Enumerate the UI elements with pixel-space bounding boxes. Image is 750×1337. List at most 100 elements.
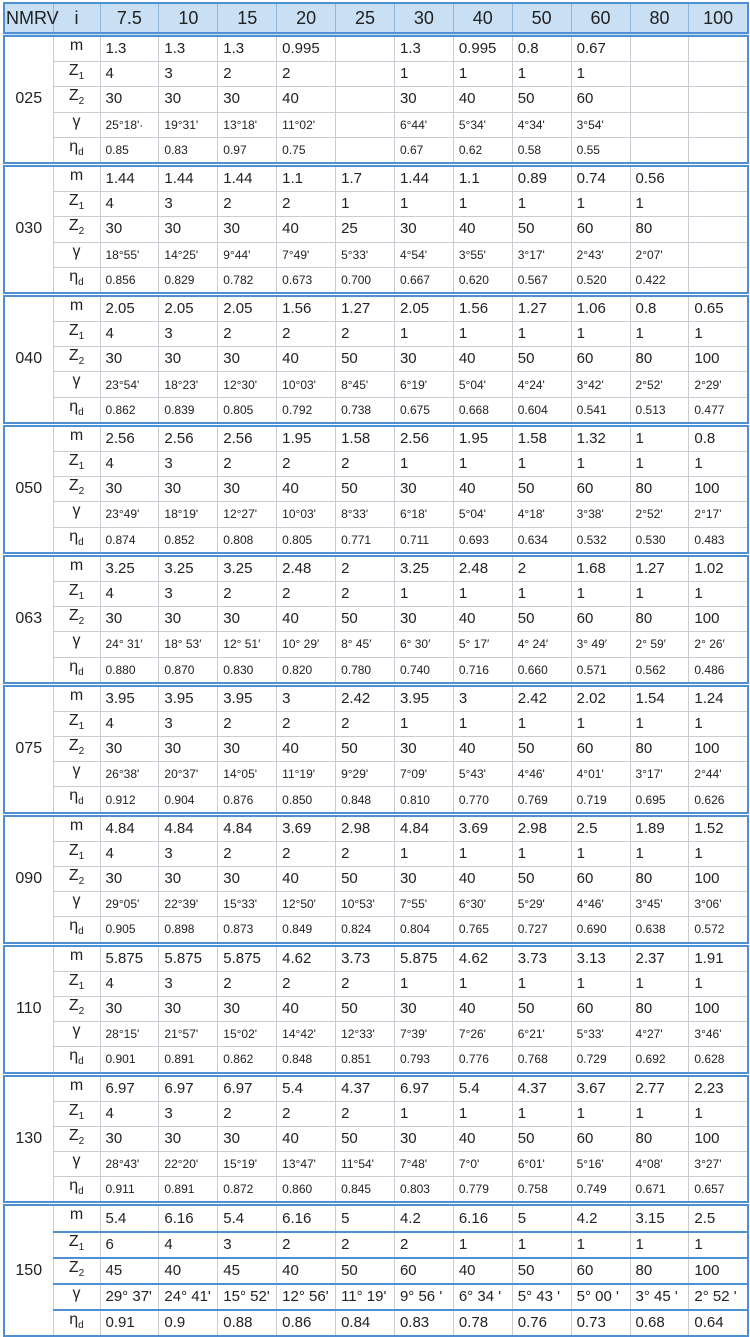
cell-value: 60 <box>570 995 631 1023</box>
row-label-subscript: 2 <box>78 226 85 238</box>
cell-value: 3.95 <box>99 681 160 712</box>
cell-value: 0.56 <box>629 161 690 193</box>
cell-value: 0.770 <box>452 786 513 815</box>
cell-value: 6 <box>99 1230 160 1259</box>
cell-value: 2.56 <box>393 421 454 453</box>
cell-value: 5°04' <box>452 501 513 528</box>
row-label-symbol: η <box>69 657 79 675</box>
z2-row: Z2 45 40 45 40 50 60 40 50 60 80 100 <box>4 1256 749 1285</box>
cell-value: 0.693 <box>452 526 513 555</box>
cell-value: 30 <box>217 606 278 633</box>
row-label-symbol: γ <box>72 632 81 650</box>
row-label-subscript: d <box>78 536 84 548</box>
cell-value: 2 <box>276 61 337 88</box>
row-label: ηd <box>52 526 101 555</box>
row-label: m <box>52 941 101 972</box>
row-label-subscript: d <box>78 926 84 938</box>
cell-value: 0.845 <box>335 1176 395 1205</box>
header-ratio-value: 50 <box>511 2 572 35</box>
row-label-symbol: Z <box>68 477 79 495</box>
cell-value: 1 <box>570 450 631 478</box>
cell-value: 2 <box>335 450 395 478</box>
cell-value: 1 <box>688 580 749 608</box>
cell-value: 0.520 <box>570 266 631 295</box>
header-ratio-value: 100 <box>688 2 749 35</box>
cell-value: 40 <box>452 346 513 373</box>
cell-value: 0.567 <box>511 266 572 295</box>
row-label: ηd <box>52 1309 101 1337</box>
cell-value: 3 <box>158 1100 219 1127</box>
cell-value: 0.911 <box>99 1176 160 1205</box>
cell-value: 0.872 <box>217 1176 278 1205</box>
row-label: Z2 <box>52 346 101 373</box>
lead-angle-row: γ 29° 37' 24° 41' 15° 52' 12° 56' 11° 19' 9° 5… <box>4 1282 749 1311</box>
cell-value: 40 <box>276 606 337 633</box>
row-label-symbol: η <box>69 527 79 545</box>
cell-value: 6°18' <box>393 501 454 528</box>
cell-value: 1.32 <box>570 421 631 453</box>
cell-value: 5°16' <box>570 1151 631 1178</box>
header-ratio-value: 25 <box>335 2 395 35</box>
cell-value: 2.42 <box>511 681 572 712</box>
cell-value: 60 <box>570 346 631 373</box>
cell-value: 0.839 <box>158 396 219 425</box>
cell-value: 3.73 <box>511 941 572 972</box>
cell-value: 1 <box>688 450 749 478</box>
cell-value: 2 <box>217 450 278 478</box>
cell-value: 5.4 <box>99 1201 160 1233</box>
cell-value: 3 <box>158 321 219 348</box>
module-row: 075 m 3.95 3.95 3.95 3 2.42 3.95 3 2.42 2.02 1.54 1.… <box>3 681 749 815</box>
cell-value: 45 <box>99 1256 160 1285</box>
header-ratio-value: 7.5 <box>99 2 160 35</box>
row-label-symbol: η <box>69 1047 79 1065</box>
cell-value: 0.876 <box>217 786 278 815</box>
cell-value: 5 <box>511 1201 572 1233</box>
cell-value: 40 <box>452 736 513 763</box>
cell-value: 30 <box>99 606 160 633</box>
cell-value: 0.73 <box>570 1309 631 1337</box>
cell-value: 3°06' <box>688 891 749 918</box>
cell-value <box>629 136 690 165</box>
cell-value: 9°44' <box>217 241 278 268</box>
cell-value: 2 <box>276 321 337 348</box>
cell-value: 1.95 <box>452 421 513 453</box>
row-label-symbol: m <box>69 1076 84 1094</box>
cell-value: 1 <box>629 580 690 608</box>
cell-value: 0.805 <box>217 396 278 425</box>
cell-value <box>335 61 395 88</box>
cell-value: 4°08' <box>629 1151 690 1178</box>
cell-value: 30 <box>158 606 219 633</box>
cell-value: 24° 31′ <box>99 631 160 658</box>
cell-value: 100 <box>688 1256 749 1285</box>
cell-value: 2°43' <box>570 241 631 268</box>
cell-value: 50 <box>335 1125 395 1153</box>
cell-value: 80 <box>629 1256 690 1285</box>
cell-value: 29° 37' <box>99 1282 160 1311</box>
cell-value: 19°31' <box>158 111 219 138</box>
cell-value: 0.780 <box>335 656 395 685</box>
cell-value: 2.05 <box>99 291 160 323</box>
cell-value: 0.657 <box>688 1176 749 1205</box>
cell-value: 1.1 <box>276 161 337 193</box>
cell-value: 4°24' <box>511 371 572 398</box>
cell-value: 40 <box>452 1256 513 1285</box>
row-label: m <box>52 681 101 712</box>
cell-value <box>629 86 690 113</box>
cell-value: 0.68 <box>629 1309 690 1337</box>
cell-value: 30 <box>393 216 454 243</box>
row-label-symbol: η <box>69 787 79 805</box>
cell-value: 18°23' <box>158 371 219 398</box>
cell-value: 7°55' <box>393 891 454 918</box>
cell-value: 2.56 <box>99 421 160 453</box>
row-label-subscript: 2 <box>78 876 85 888</box>
cell-value: 30 <box>217 865 278 893</box>
cell-value: 2 <box>217 710 278 738</box>
cell-value: 0.824 <box>335 916 395 945</box>
cell-value: 0.912 <box>99 786 160 815</box>
cell-value: 0.880 <box>99 656 160 685</box>
row-label-symbol: Z <box>68 1126 79 1144</box>
cell-value: 0.626 <box>688 786 749 815</box>
row-label-symbol: η <box>69 1311 79 1329</box>
z1-row: Z1 4 3 2 2 1 1 1 1 <box>4 61 749 88</box>
cell-value <box>629 31 690 63</box>
